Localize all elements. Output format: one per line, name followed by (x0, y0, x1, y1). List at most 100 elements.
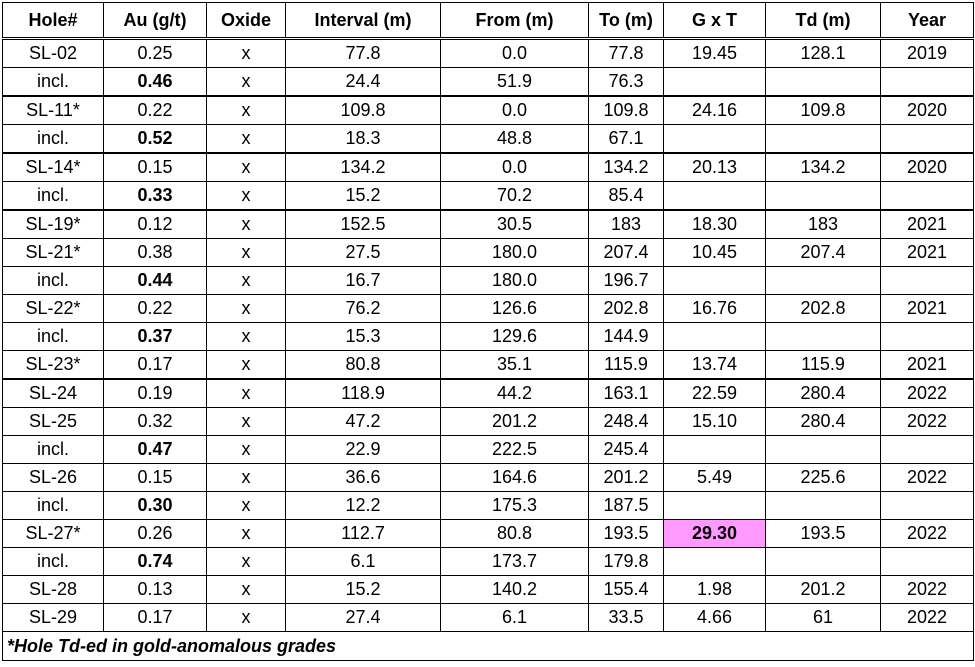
table-cell: 2021 (880, 238, 974, 267)
table-cell: 0.22 (103, 294, 207, 323)
table-cell: 16.7 (285, 266, 441, 295)
table-cell: 36.6 (285, 463, 441, 492)
table-cell: 0.0 (440, 38, 589, 68)
table-cell: 196.7 (588, 266, 664, 295)
table-row: SL-02 0.25 x 77.8 0.0 77.8 19.45 128.1 2019 (2, 38, 974, 68)
table-cell: SL-22* (2, 294, 104, 323)
table-cell (765, 181, 881, 211)
table-cell: SL-25 (2, 407, 104, 436)
table-cell: 2020 (880, 152, 974, 182)
table-cell: 67.1 (588, 124, 664, 154)
table-row: SL-11* 0.22 x 109.8 0.0 109.8 24.16 109.8 2020 (2, 95, 974, 125)
table-cell: incl. (2, 124, 104, 154)
table-cell: 109.8 (285, 95, 441, 125)
table-cell: 5.49 (663, 463, 766, 492)
table-cell: 15.10 (663, 407, 766, 436)
table-cell (765, 322, 881, 351)
table-cell: 134.2 (765, 152, 881, 182)
table-cell: 175.3 (440, 491, 589, 520)
table-cell: incl. (2, 435, 104, 464)
table-cell: 44.2 (440, 378, 589, 408)
table-cell (880, 322, 974, 351)
table-cell: 201.2 (765, 575, 881, 604)
table-cell: 0.30 (103, 491, 207, 520)
table-cell: x (206, 152, 286, 182)
table-row: SL-26 0.15 x 36.6 164.6 201.2 5.49 225.6 2022 (2, 463, 974, 492)
footnote: *Hole Td-ed in gold-anomalous grades (2, 631, 974, 661)
table-cell: SL-29 (2, 603, 104, 632)
table-cell: 109.8 (765, 95, 881, 125)
table-row: incl. 0.74 x 6.1 173.7 179.8 (2, 547, 974, 576)
table-header: Hole# Au (g/t) Oxide Interval (m) From (m) To… (2, 2, 974, 40)
table-cell (880, 435, 974, 464)
table-row: SL-21* 0.38 x 27.5 180.0 207.4 10.45 207.4 2021 (2, 238, 974, 267)
table-cell: 61 (765, 603, 881, 632)
table-cell (880, 491, 974, 520)
table-row: incl. 0.33 x 15.2 70.2 85.4 (2, 181, 974, 211)
table-cell: x (206, 238, 286, 267)
table-cell: 163.1 (588, 378, 664, 408)
table-cell: 0.17 (103, 350, 207, 380)
table-cell (765, 124, 881, 154)
table-cell: 187.5 (588, 491, 664, 520)
table-row: incl. 0.30 x 12.2 175.3 187.5 (2, 491, 974, 520)
table-cell (663, 67, 766, 97)
table-cell: SL-21* (2, 238, 104, 267)
table-cell: 0.74 (103, 547, 207, 576)
table-row: incl. 0.37 x 15.3 129.6 144.9 (2, 322, 974, 351)
table-cell: 2022 (880, 575, 974, 604)
table-cell: x (206, 378, 286, 408)
table-cell (880, 67, 974, 97)
table-cell: 180.0 (440, 238, 589, 267)
table-cell: x (206, 209, 286, 239)
table-cell: 126.6 (440, 294, 589, 323)
table-cell: 80.8 (285, 350, 441, 380)
header-cell: To (m) (588, 2, 664, 40)
table-cell: x (206, 322, 286, 351)
table-cell: x (206, 407, 286, 436)
table-cell: 0.44 (103, 266, 207, 295)
table-cell: 0.38 (103, 238, 207, 267)
table-cell: 183 (765, 209, 881, 239)
table-cell: 152.5 (285, 209, 441, 239)
header-cell: Interval (m) (285, 2, 441, 40)
table-row: incl. 0.52 x 18.3 48.8 67.1 (2, 124, 974, 154)
table-cell (663, 181, 766, 211)
table-cell: 193.5 (588, 519, 664, 548)
table-cell: 0.15 (103, 463, 207, 492)
table-cell: 134.2 (588, 152, 664, 182)
table-cell: SL-14* (2, 152, 104, 182)
table-cell: x (206, 350, 286, 380)
table-cell: x (206, 463, 286, 492)
table-cell (765, 547, 881, 576)
table-cell: 2022 (880, 603, 974, 632)
table-cell (663, 266, 766, 295)
table-cell: SL-23* (2, 350, 104, 380)
table-body: SL-02 0.25 x 77.8 0.0 77.8 19.45 128.1 2019 incl.… (2, 38, 974, 661)
table-cell (880, 266, 974, 295)
table-cell: x (206, 603, 286, 632)
table-cell: 19.45 (663, 38, 766, 68)
table-cell: 33.5 (588, 603, 664, 632)
header-cell: Au (g/t) (103, 2, 207, 40)
table-cell: 2022 (880, 407, 974, 436)
table-cell: 140.2 (440, 575, 589, 604)
table-row: SL-22* 0.22 x 76.2 126.6 202.8 16.76 202.8 2021 (2, 294, 974, 323)
table-cell: 30.5 (440, 209, 589, 239)
table-cell: 76.3 (588, 67, 664, 97)
table-cell: SL-19* (2, 209, 104, 239)
table-cell (663, 547, 766, 576)
table-cell: x (206, 67, 286, 97)
table-cell: 222.5 (440, 435, 589, 464)
table-cell: 16.76 (663, 294, 766, 323)
table-cell: 24.16 (663, 95, 766, 125)
table-cell: 245.4 (588, 435, 664, 464)
table-cell: x (206, 547, 286, 576)
table-cell: 12.2 (285, 491, 441, 520)
table-cell: 0.25 (103, 38, 207, 68)
table-cell: 2022 (880, 378, 974, 408)
table-cell: x (206, 181, 286, 211)
table-cell: 35.1 (440, 350, 589, 380)
table-cell: 201.2 (588, 463, 664, 492)
